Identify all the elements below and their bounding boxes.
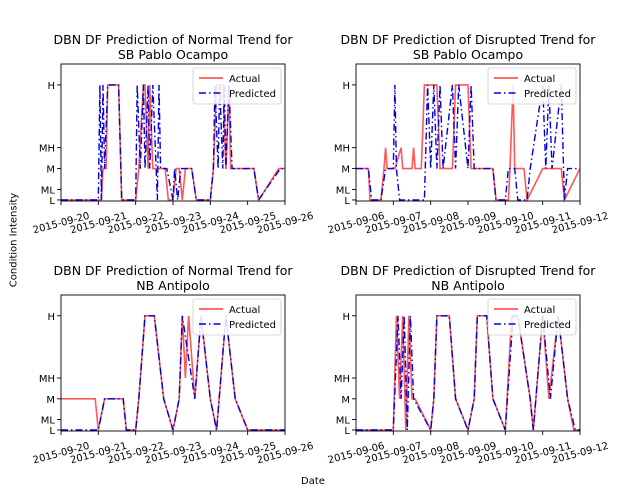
chart-title-line: SB Pablo Ocampo — [118, 47, 228, 62]
chart-title-line: DBN DF Prediction of Disrupted Trend for — [341, 263, 597, 278]
legend-label-predicted: Predicted — [229, 89, 276, 100]
legend-label-predicted: Predicted — [524, 320, 571, 331]
y-tick-label: MH — [334, 374, 350, 385]
y-tick-label: H — [342, 312, 350, 323]
chart-title-line: DBN DF Prediction of Disrupted Trend for — [341, 32, 597, 47]
predicted-series-line — [61, 315, 285, 431]
y-tick-label: L — [49, 196, 55, 207]
legend-label-actual: Actual — [229, 305, 260, 316]
legend-label-actual: Actual — [229, 74, 260, 85]
y-tick-label: MH — [39, 144, 55, 155]
y-tick-label: MH — [334, 144, 350, 155]
predicted-series-line — [356, 315, 580, 433]
actual-series-line — [356, 84, 580, 203]
legend-label-predicted: Predicted — [229, 320, 276, 331]
y-tick-label: L — [49, 426, 55, 437]
y-tick-label: MH — [39, 374, 55, 385]
legend-label-actual: Actual — [524, 74, 555, 85]
y-tick-label: ML — [41, 185, 56, 196]
predicted-series-line — [356, 84, 580, 201]
legend-label-predicted: Predicted — [524, 89, 571, 100]
y-tick-label: L — [344, 196, 350, 207]
y-tick-label: ML — [336, 416, 351, 427]
y-tick-label: M — [46, 395, 55, 406]
y-tick-label: M — [341, 395, 350, 406]
y-tick-label: ML — [336, 185, 351, 196]
figure-xlabel: Date — [301, 476, 325, 487]
chart-title-line: NB Antipolo — [136, 278, 209, 293]
figure-ylabel: Condition Intensity — [8, 192, 20, 288]
legend-box — [192, 67, 282, 105]
y-tick-label: ML — [41, 416, 56, 427]
y-tick-label: H — [342, 81, 350, 92]
chart-title-line: SB Pablo Ocampo — [413, 47, 523, 62]
y-tick-label: M — [46, 165, 55, 176]
chart-title-line: DBN DF Prediction of Normal Trend for — [54, 32, 294, 47]
predicted-series-line — [61, 84, 285, 202]
y-tick-label: L — [344, 426, 350, 437]
y-tick-label: M — [341, 165, 350, 176]
legend-box — [487, 298, 577, 336]
chart-title-line: NB Antipolo — [431, 278, 504, 293]
chart-title-line: DBN DF Prediction of Normal Trend for — [54, 263, 294, 278]
legend-label-actual: Actual — [524, 305, 555, 316]
legend-box — [192, 298, 282, 336]
y-tick-label: H — [47, 81, 55, 92]
y-tick-label: H — [47, 312, 55, 323]
legend-box — [487, 67, 577, 105]
